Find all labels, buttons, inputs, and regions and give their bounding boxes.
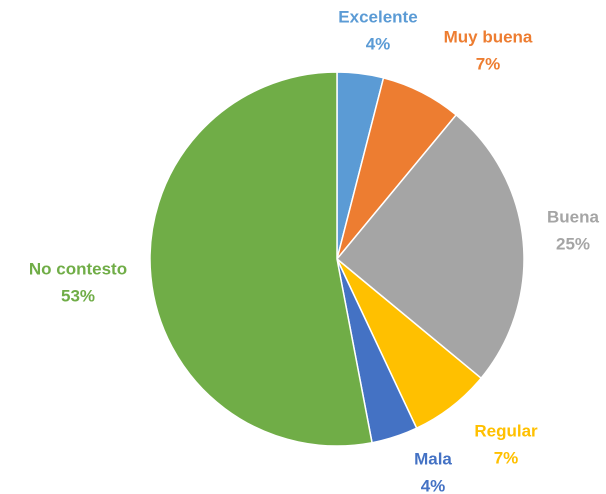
slice-value-label: 7%	[494, 448, 519, 467]
slice-value-label: 53%	[61, 286, 95, 305]
slice-label: Excelente	[338, 7, 417, 26]
slice-label: No contesto	[29, 259, 127, 278]
slice-value-label: 7%	[476, 54, 501, 73]
slice-label: Muy buena	[444, 27, 533, 46]
pie-slice	[149, 71, 373, 447]
slice-label: Mala	[414, 449, 452, 468]
slice-value-label: 4%	[366, 34, 391, 53]
slice-label: Regular	[474, 421, 538, 440]
slice-value-label: 25%	[556, 234, 590, 253]
slice-value-label: 4%	[421, 476, 446, 494]
pie-slice	[335, 113, 525, 380]
slice-label: Buena	[547, 207, 600, 226]
